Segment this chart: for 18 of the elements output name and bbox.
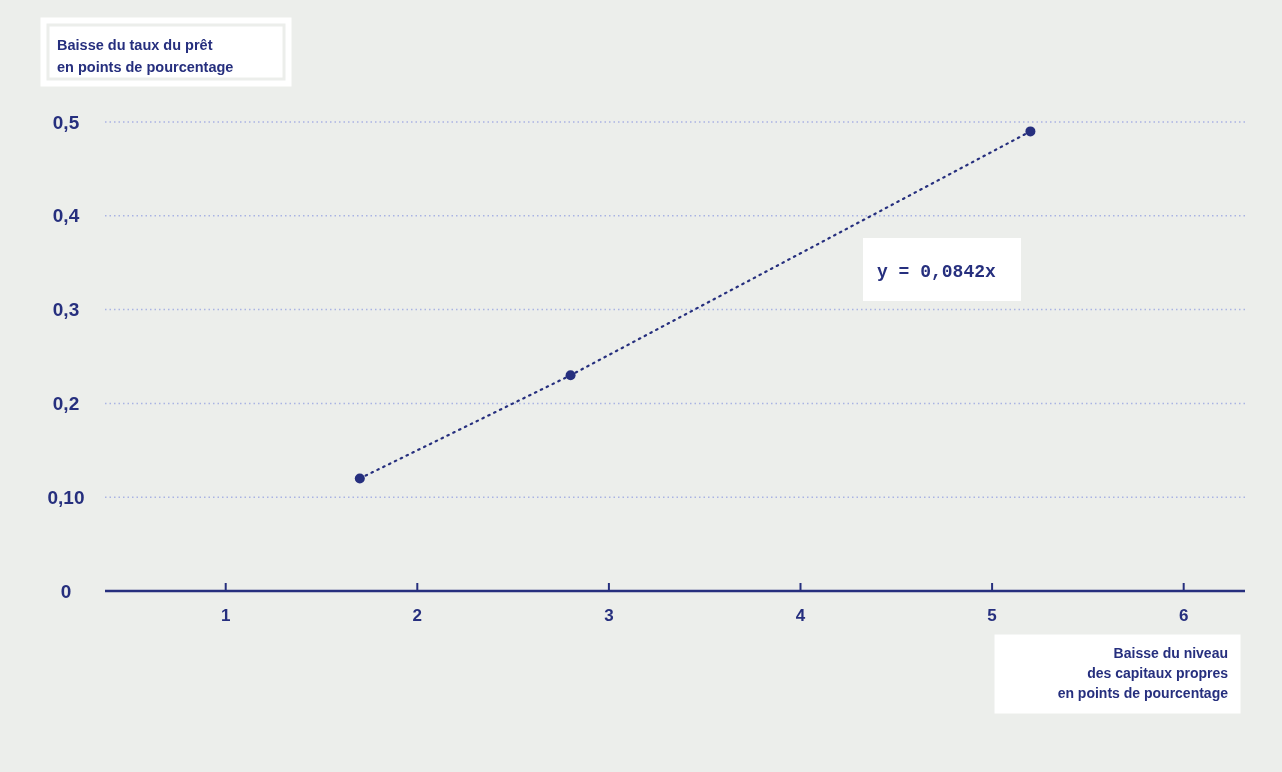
x-tick-label: 6 <box>1178 606 1189 625</box>
x-tick-label: 5 <box>987 606 997 625</box>
x-axis-title: Baisse du niveau des capitaux propres en points de pourcentage <box>1057 645 1229 701</box>
y-tick-label: 0,4 <box>52 205 80 227</box>
y-tick-label: 0,2 <box>52 393 80 415</box>
point <box>565 370 576 381</box>
y-tick-label: 0 <box>60 580 72 602</box>
point <box>354 473 365 484</box>
y-tick-label: 0,3 <box>52 299 80 321</box>
point <box>1025 126 1036 137</box>
x-tick-label: 3 <box>604 606 614 625</box>
y-axis-title: Baisse du taux du prêt en points de pourcentage <box>57 37 234 75</box>
annotation: y = 0,0842x <box>877 262 997 282</box>
y-tick-label: 0,10 <box>47 486 85 508</box>
x-tick-label: 2 <box>412 606 423 625</box>
x-tick-label: 1 <box>220 606 231 625</box>
x-tick-label: 4 <box>795 606 806 625</box>
y-tick-label: 0,5 <box>52 111 80 133</box>
